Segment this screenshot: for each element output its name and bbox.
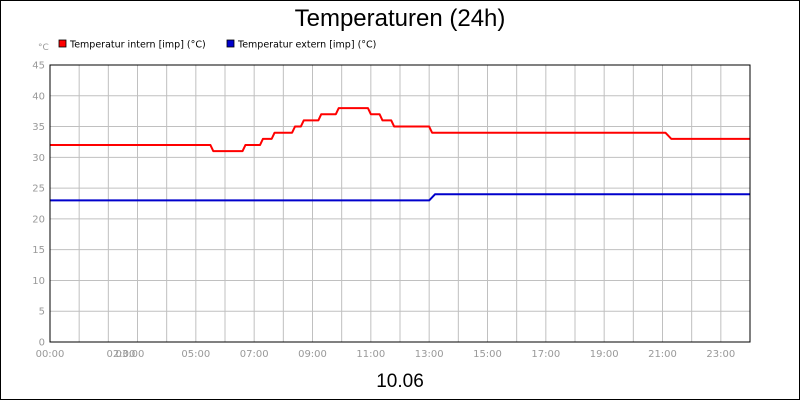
- x-tick-label: 03:00: [116, 349, 145, 360]
- x-tick-label: 00:00: [36, 349, 65, 360]
- x-tick-label: 23:00: [706, 349, 735, 360]
- grid: [49, 64, 751, 343]
- y-tick-label: 20: [32, 214, 45, 225]
- y-tick-label: 10: [32, 276, 45, 287]
- series-layer: [50, 107, 750, 202]
- x-tick-label: 15:00: [473, 349, 502, 360]
- legend-label: Temperatur intern [imp] (°C): [69, 40, 206, 51]
- x-tick-label: 11:00: [356, 349, 385, 360]
- legend-swatch: [226, 39, 235, 48]
- x-tick-label: 21:00: [648, 349, 677, 360]
- y-tick-label: 45: [32, 61, 45, 72]
- chart-subtitle: 10.06: [376, 371, 424, 392]
- x-tick-label: 19:00: [590, 349, 619, 360]
- y-tick-label: 40: [32, 91, 45, 102]
- y-tick-label: 30: [32, 153, 45, 164]
- plot-border: [49, 64, 751, 343]
- legend: Temperatur intern [imp] (°C) Temperatur e…: [58, 39, 376, 51]
- x-tick-label: 07:00: [240, 349, 269, 360]
- y-axis-unit: °C: [38, 43, 49, 53]
- series-line-extern: [50, 193, 750, 202]
- x-tick-label: 17:00: [531, 349, 560, 360]
- chart-title: Temperaturen (24h): [295, 5, 506, 32]
- legend-label: Temperatur extern [imp] (°C): [237, 40, 376, 51]
- y-tick-label: 0: [39, 338, 45, 349]
- y-tick-label: 5: [39, 307, 45, 318]
- y-tick-label: 35: [32, 122, 45, 133]
- series-line-intern: [50, 107, 750, 153]
- x-tick-label: 02:00: [107, 349, 136, 360]
- y-tick-label: 25: [32, 184, 45, 195]
- y-tick-label: 15: [32, 245, 45, 256]
- x-tick-label: 09:00: [298, 349, 327, 360]
- x-tick-label: 05:00: [181, 349, 210, 360]
- legend-swatch: [58, 39, 67, 48]
- x-tick-label: 13:00: [415, 349, 444, 360]
